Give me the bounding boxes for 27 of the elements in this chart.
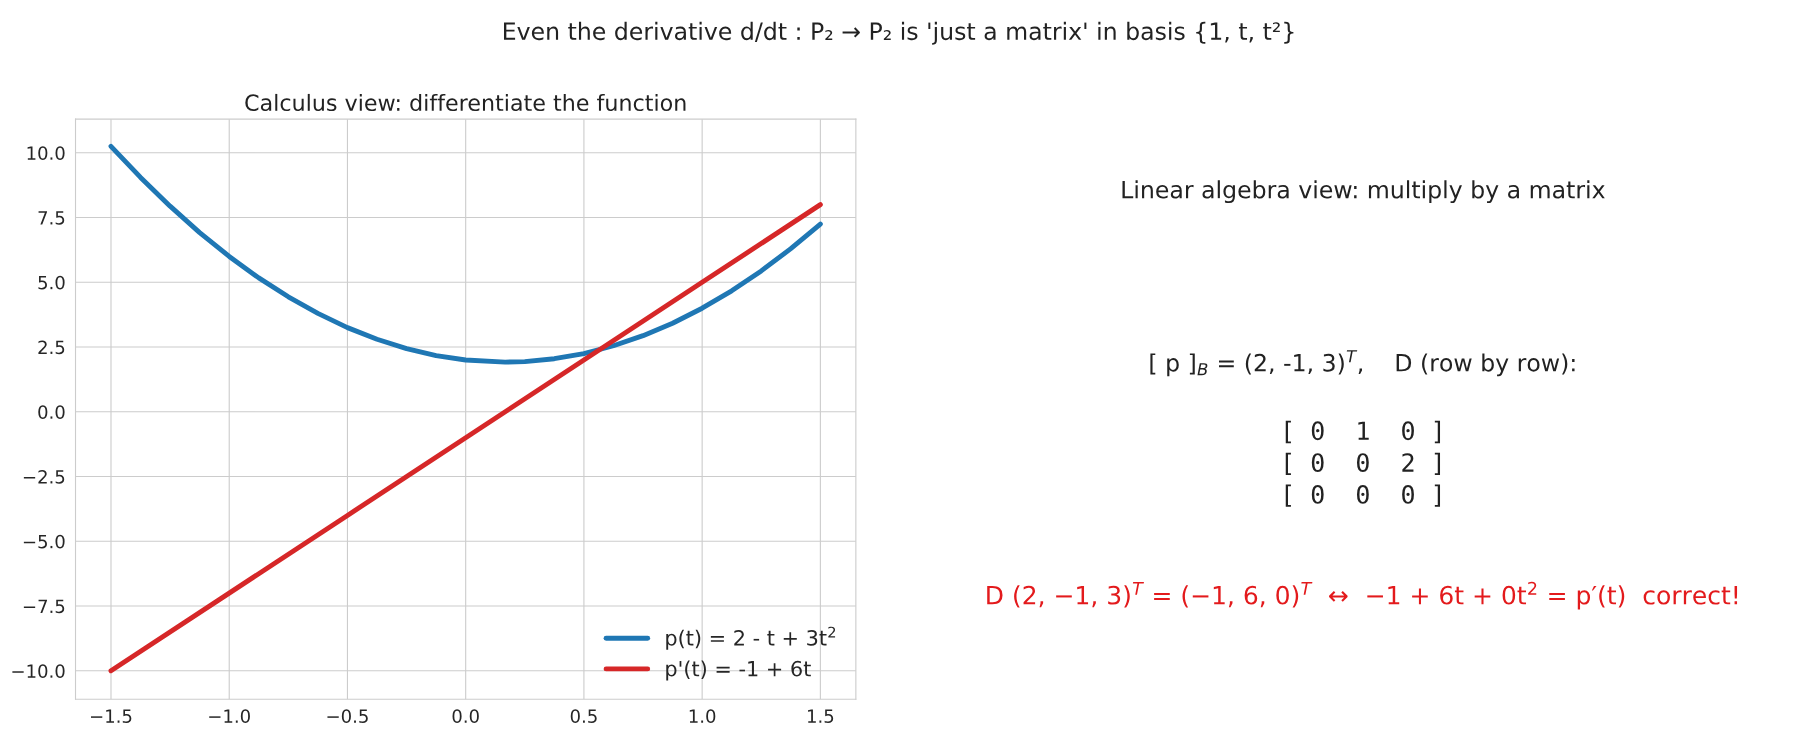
y-tick-label: 0.0	[38, 405, 65, 419]
x-tick-label: −1.0	[209, 709, 250, 723]
y-tick-label: −7.5	[23, 599, 65, 614]
x-tick-label: 0.5	[570, 709, 597, 723]
text: [ 0 0 0 ]	[1285, 484, 1441, 507]
y-tick-label: 2.5	[38, 340, 65, 355]
text: [ 0 0 2 ]	[1285, 452, 1441, 475]
y-tick-label: −2.5	[23, 470, 65, 484]
x-tick-label: −0.5	[327, 709, 368, 723]
x-tick-label: 1.0	[689, 709, 716, 723]
text: Linear algebra view: multiply by a matrix	[1122, 180, 1605, 204]
line-series	[108, 143, 823, 365]
y-tick-label: 5.0	[38, 275, 65, 290]
y-tick-label: −5.0	[23, 534, 65, 549]
text: [ 0 1 0 ]	[1285, 420, 1441, 444]
legend-label: p'(t) = -1 + 6t	[666, 660, 811, 681]
y-tick-label: 10.0	[27, 146, 65, 160]
legend-label: p(t) = 2 - t + 3t$^{2}$	[666, 626, 836, 650]
text: [ p ]$_{B}$ = (2, -1, 3)$^{T}$, D (row by row):	[1150, 350, 1575, 377]
text: D (2, −1, 3)$^{T}$ = (−1, 6, 0)$^{T}$ ↔ −1 + 6t + 0t$^{2}$ = p′(t) correct!	[987, 581, 1738, 610]
x-tick-label: 0.0	[452, 709, 479, 723]
y-tick-label: 7.5	[38, 211, 65, 225]
chart-subtitle: Calculus view: differentiate the function	[245, 93, 686, 112]
x-tick-label: 1.5	[808, 709, 834, 723]
y-tick-label: −10.0	[12, 664, 65, 678]
x-tick-label: −1.5	[90, 709, 132, 723]
chart-title: Even the derivative d/dt : P₂ → P₂ is 'just a matrix' in basis {1, t, t²}	[504, 21, 1294, 45]
